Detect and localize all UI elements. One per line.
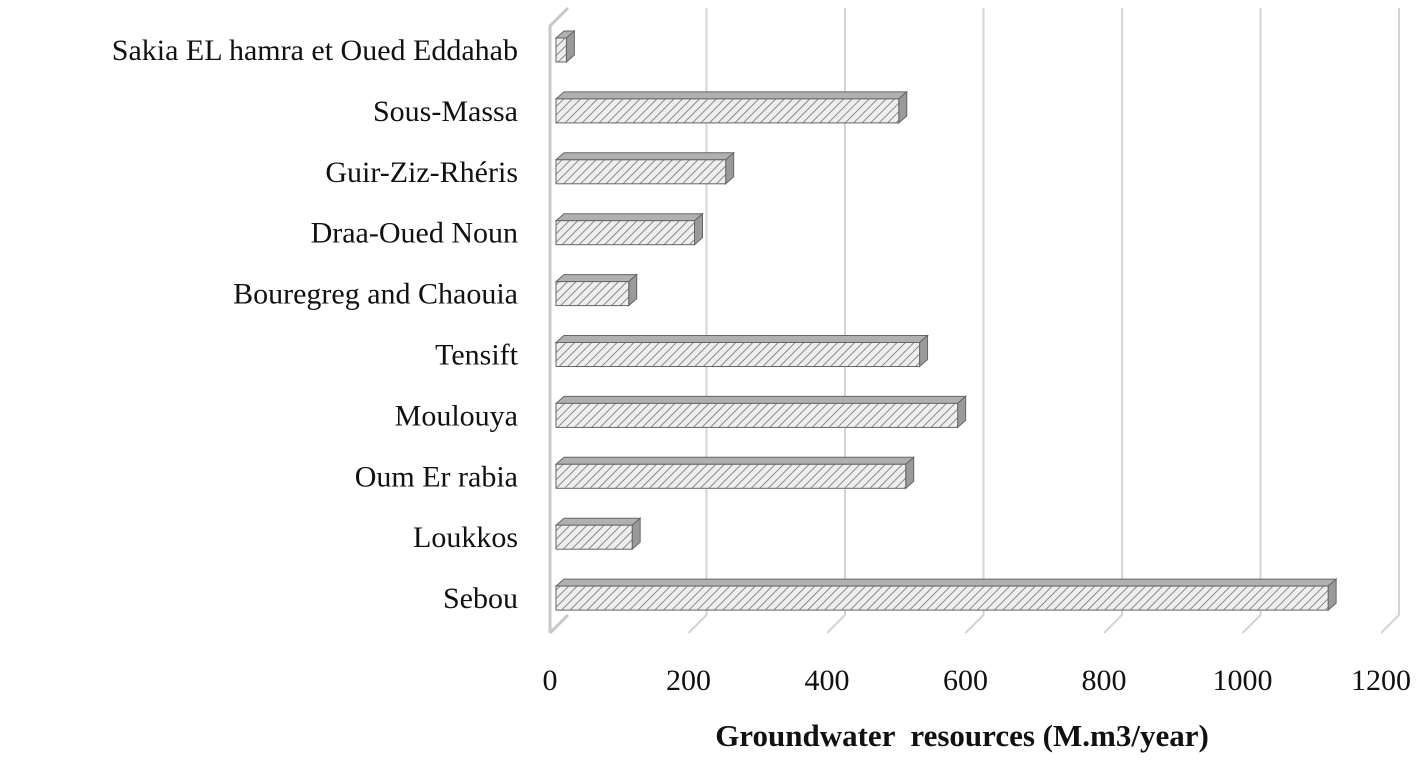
bars-layer bbox=[554, 29, 1338, 612]
bar-top-face bbox=[554, 152, 735, 161]
x-tick-label: 400 bbox=[805, 664, 850, 697]
category-label: Moulouya bbox=[395, 399, 518, 432]
bar-top-face bbox=[554, 517, 642, 526]
category-label: Sous-Massa bbox=[373, 95, 518, 128]
category-label: Tensift bbox=[435, 339, 519, 372]
grid-layer bbox=[548, 6, 1400, 635]
gridline bbox=[687, 8, 708, 634]
bar bbox=[554, 90, 909, 125]
bar bbox=[554, 212, 704, 246]
bar-top-face bbox=[554, 395, 967, 404]
x-tick-label: 200 bbox=[666, 664, 711, 697]
gridline bbox=[1103, 8, 1123, 634]
x-tick-label: 600 bbox=[943, 664, 988, 697]
x-tick-label: 0 bbox=[543, 664, 558, 697]
axis-wall-base bbox=[548, 613, 570, 635]
bar-front-face bbox=[555, 159, 727, 185]
bar bbox=[554, 395, 967, 429]
bar-top-face bbox=[554, 213, 704, 222]
category-label: Draa-Oued Noun bbox=[311, 217, 518, 250]
x-tick-label: 800 bbox=[1082, 664, 1127, 697]
bar-top-face bbox=[554, 274, 639, 283]
gridline bbox=[826, 8, 846, 634]
bar bbox=[554, 517, 642, 551]
x-tick-labels: 0 200 400 600 800 1000 1200 bbox=[543, 664, 1412, 697]
bar-front-face bbox=[555, 281, 630, 307]
category-label: Oum Er rabia bbox=[355, 460, 518, 493]
gridline bbox=[1241, 8, 1262, 634]
bar bbox=[554, 456, 916, 490]
bar-top-face bbox=[554, 578, 1338, 587]
x-tick-label: 1200 bbox=[1351, 664, 1411, 697]
gridline bbox=[1380, 8, 1400, 634]
bar bbox=[554, 151, 735, 185]
bar bbox=[554, 577, 1338, 612]
bar bbox=[554, 29, 576, 64]
bar-front-face bbox=[555, 342, 921, 367]
category-label: Sakia EL hamra et Oued Eddahab bbox=[112, 34, 518, 67]
bar-front-face bbox=[555, 98, 900, 124]
bar-front-face bbox=[555, 37, 567, 63]
bar-front-face bbox=[555, 402, 959, 428]
x-tick-label: 1000 bbox=[1213, 664, 1273, 697]
axis-wall bbox=[548, 6, 570, 633]
bar-top-face bbox=[554, 91, 909, 100]
bar bbox=[554, 273, 639, 307]
bar-top-face bbox=[554, 456, 916, 465]
category-label: Guir-Ziz-Rhéris bbox=[325, 156, 518, 189]
bar bbox=[554, 334, 929, 368]
category-label: Sebou bbox=[443, 582, 518, 615]
x-axis-title: Groundwater resources (M.m3/year) bbox=[715, 718, 1209, 753]
bar-front-face bbox=[555, 524, 633, 550]
bar-front-face bbox=[555, 585, 1329, 611]
gridline bbox=[964, 8, 985, 634]
category-label: Loukkos bbox=[413, 521, 518, 554]
category-labels: Sakia EL hamra et Oued Eddahab Sous-Massa… bbox=[112, 34, 519, 615]
bar-front-face bbox=[555, 463, 907, 489]
category-label: Bouregreg and Chaouia bbox=[233, 278, 518, 311]
bar-front-face bbox=[555, 220, 695, 246]
bar-top-face bbox=[554, 335, 929, 343]
